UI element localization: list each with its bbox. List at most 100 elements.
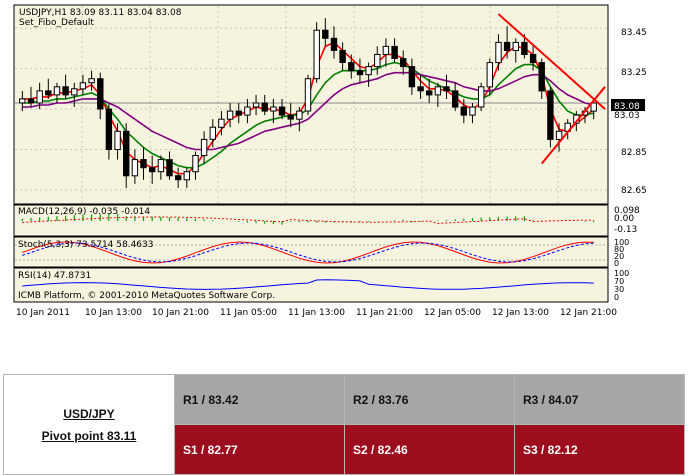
candle-body [348,62,355,72]
candle-body [278,106,286,116]
candle-body [434,86,442,96]
candle-body [322,29,329,39]
candle-body [27,98,35,104]
candle-body [512,41,519,52]
upper-trendline [497,13,606,110]
price-chart: USDJPY,H1 83.09 83.11 83.04 83.08 Set_Fi… [13,4,647,318]
candle-body [97,78,104,110]
candle-body [529,54,537,64]
candle-body [417,86,424,92]
candle-body [503,41,511,52]
lower-trendline [540,86,606,165]
price-tick-3: 82.85 [621,148,647,158]
chart-title: USDJPY,H1 83.09 83.11 83.04 83.08 [19,8,182,18]
candle-body [304,78,312,112]
rsi-panel [13,267,609,303]
candle-body [200,138,208,157]
macd-label: MACD(12,26,9) -0.035 -0.014 [18,207,150,217]
time-label-4: 11 Jan 13:00 [288,308,345,318]
candle-body [36,90,43,104]
rsi-label: RSI(14) 47.8731 [18,271,91,281]
stoch-label: Stoch(5,3,3) 73.5714 58.4633 [18,240,153,250]
candle-body [469,106,476,116]
time-label-0: 10 Jan 2011 [16,308,70,318]
current-price-label: 83.08 [614,102,640,112]
macd-tick-2: -0.13 [614,225,637,235]
candle-body [166,159,173,177]
time-label-2: 10 Jan 21:00 [152,308,209,318]
candle-body [140,159,147,169]
candle-body [330,37,338,51]
candle-body [374,54,381,68]
time-label-5: 11 Jan 21:00 [356,308,413,318]
candle-body [19,98,26,104]
candle-body [261,102,268,112]
s3-cell: S3 / 82.12 [514,424,685,475]
r2-cell: R2 / 83.76 [344,374,515,425]
stoch-tick-2: 20 [614,252,624,261]
candle-body [175,175,182,181]
indicator-label: Set_Fibo_Default [19,18,94,28]
candle-body [218,118,225,128]
candle-body [62,86,69,96]
candle-body [452,90,459,108]
stoch-signal-line [22,242,594,263]
rsi-tick-3: 0 [614,293,619,302]
candle-body [270,106,277,112]
r3-cell: R3 / 84.07 [514,374,685,425]
candle-body [114,130,121,151]
rsi-line [22,279,594,290]
candle-body [356,70,364,76]
time-label-3: 11 Jan 05:00 [220,308,277,318]
copyright: ICMB Platform, © 2001-2010 MetaQuotes So… [18,291,275,301]
candle-body [226,110,234,120]
candle-body [426,90,433,96]
s1-cell: S1 / 82.77 [174,424,345,475]
macd-tick-0: 0.098 [614,206,640,216]
pair-title: USD/JPY [63,406,115,421]
s2-cell: S2 / 82.46 [344,424,515,475]
candle-body [235,110,243,116]
candle-body [88,78,95,84]
candle-body [123,130,130,177]
candle-body [287,114,294,120]
candle-body [365,66,372,76]
chart-svg: USDJPY,H1 83.09 83.11 83.04 83.08 Set_Fi… [13,4,647,318]
candle-body [313,29,320,80]
stoch-tick-0: 100 [614,238,629,247]
candle-body [478,86,485,108]
candle-body [547,90,554,140]
macd-tick-1: 0.00 [614,214,634,224]
rsi-tick-1: 70 [614,277,624,286]
stoch-main-line [22,241,594,264]
rsi-tick-2: 30 [614,285,624,294]
resistance-row: USD/JPY Pivot point 83.11 R1 / 83.42 R2 … [3,374,685,475]
candle-body [131,159,139,177]
price-tick-2: 83.03 [614,111,640,121]
candle-body [391,45,398,60]
candle-body [521,41,528,56]
candle-body [339,49,346,64]
candle-body [400,58,407,68]
candle-body [192,155,199,173]
time-label-8: 12 Jan 21:00 [560,308,617,318]
candle-body [538,62,545,92]
candle-body [555,130,563,140]
candle-body [105,108,113,150]
candle-body [460,106,468,116]
pivot-point: Pivot point 83.11 [41,428,137,443]
candle-body [71,88,78,96]
price-tick-1: 83.25 [621,68,647,78]
time-label-1: 10 Jan 13:00 [85,308,142,318]
candle-body [79,82,87,90]
candle-body [382,45,390,56]
time-label-6: 12 Jan 05:00 [424,308,481,318]
stoch-tick-3: 0 [614,259,619,268]
candle-body [408,66,416,88]
candle-body [183,171,191,181]
candle-body [244,106,251,116]
support-row: S1 / 82.77 S2 / 82.46 S3 / 82.12 [4,424,685,475]
candle-body [495,41,502,64]
candle-body [252,102,260,108]
ma-slow-line [22,71,594,151]
